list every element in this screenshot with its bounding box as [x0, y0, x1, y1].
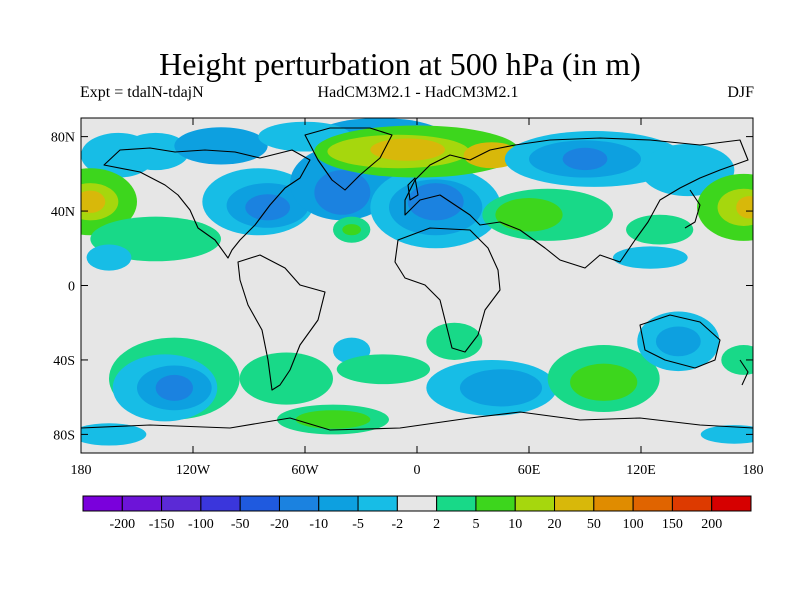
- coastlines: [81, 127, 753, 431]
- colorbar-swatch: [200, 495, 241, 512]
- contour-region: [81, 423, 147, 446]
- x-tick-label: 60E: [518, 463, 541, 478]
- contour-region: [81, 190, 106, 213]
- greenland-coast: [304, 127, 393, 191]
- colorbar-swatch: [318, 495, 359, 512]
- contour-region: [239, 352, 333, 405]
- contour-region: [459, 369, 543, 407]
- british-isles-coast: [407, 177, 419, 201]
- colorbar-label: 100: [623, 517, 644, 532]
- colorbar-swatch: [278, 495, 320, 512]
- japan-coast: [684, 189, 701, 229]
- colorbar-label: 150: [662, 517, 683, 532]
- x-tick-label: 180: [71, 463, 92, 478]
- colorbar-label: 200: [701, 517, 722, 532]
- colorbar-swatch: [121, 495, 163, 512]
- contour-region: [562, 147, 608, 171]
- contour-region: [626, 214, 694, 245]
- north-america-coast: [103, 147, 311, 259]
- colorbar-label: -5: [352, 517, 364, 532]
- contour-region: [700, 425, 753, 444]
- contour-region: [426, 322, 483, 360]
- colorbar-label: 5: [472, 517, 479, 532]
- colorbar-swatch: [711, 495, 752, 512]
- colorbar-swatch: [475, 495, 516, 512]
- colorbar-label: 20: [548, 517, 562, 532]
- y-tick-label: 40N: [51, 205, 75, 220]
- antarctica-coast: [81, 411, 753, 431]
- contour-region: [155, 374, 193, 401]
- x-tick-label: 0: [414, 463, 421, 478]
- x-tick-label: 180: [743, 463, 764, 478]
- y-tick-label: 80N: [51, 131, 75, 146]
- contour-region: [641, 144, 735, 197]
- colorbar-swatch: [239, 495, 280, 512]
- x-tick-label: 120W: [176, 463, 211, 478]
- contour-region: [336, 354, 431, 385]
- y-tick-label: 40S: [53, 354, 75, 369]
- colorbar: -200 -150 -100 -50 -20 -10 -5 -2 2 5 10 20 50 100 150 2…: [82, 495, 752, 532]
- australia-coast: [639, 314, 721, 369]
- colorbar-label: 2: [433, 517, 440, 532]
- new-zealand-coast: [739, 359, 749, 386]
- south-america-coast: [237, 254, 326, 391]
- contour-region: [370, 138, 445, 161]
- contour-region: [721, 345, 753, 375]
- experiment-label: Expt = tdalN-tdajN: [80, 84, 204, 101]
- colorbar-swatch: [357, 495, 398, 512]
- colorbar-swatch: [554, 495, 595, 512]
- season-label: DJF: [727, 84, 754, 101]
- colorbar-label: -100: [188, 517, 214, 532]
- contour-region: [314, 170, 371, 215]
- axis-ticks: 80N 40N 0 40S 80S 180 120W 60W 0 60E 120E 180: [51, 118, 764, 478]
- colorbar-label: 50: [587, 517, 601, 532]
- colorbar-swatch: [396, 495, 438, 512]
- colorbar-label: -150: [149, 517, 175, 532]
- colorbar-swatch: [514, 495, 556, 512]
- contour-region: [570, 363, 638, 401]
- colorbar-label: -50: [231, 517, 250, 532]
- colorbar-swatch: [436, 495, 477, 512]
- contour-region: [736, 196, 753, 219]
- contour-region: [655, 326, 701, 357]
- y-tick-label: 0: [68, 280, 75, 295]
- eurasia-coast: [404, 137, 749, 269]
- y-tick-label: 80S: [53, 428, 75, 443]
- colorbar-swatch: [82, 495, 123, 512]
- x-tick-label: 60W: [291, 463, 319, 478]
- contour-region: [86, 244, 132, 271]
- colorbar-label: -20: [270, 517, 289, 532]
- contour-fill-layer: [81, 118, 753, 446]
- colorbar-swatch: [593, 495, 634, 512]
- africa-coast: [394, 227, 501, 353]
- model-label: HadCM3M2.1 - HadCM3M2.1: [317, 84, 519, 101]
- contour-region: [613, 246, 688, 269]
- contour-region: [122, 132, 190, 171]
- colorbar-label: -200: [109, 517, 135, 532]
- colorbar-swatch: [671, 495, 713, 512]
- colorbar-swatch: [161, 495, 202, 512]
- x-tick-label: 120E: [626, 463, 656, 478]
- contour-region: [295, 410, 371, 429]
- contour-region: [407, 183, 464, 221]
- colorbar-label: -2: [392, 517, 404, 532]
- contour-region: [342, 224, 361, 236]
- colorbar-label: -10: [309, 517, 328, 532]
- contour-region: [495, 198, 563, 232]
- map-title: Height perturbation at 500 hPa (in m): [159, 46, 641, 82]
- colorbar-swatch: [632, 495, 673, 512]
- contour-region: [174, 127, 268, 165]
- colorbar-label: 10: [508, 517, 522, 532]
